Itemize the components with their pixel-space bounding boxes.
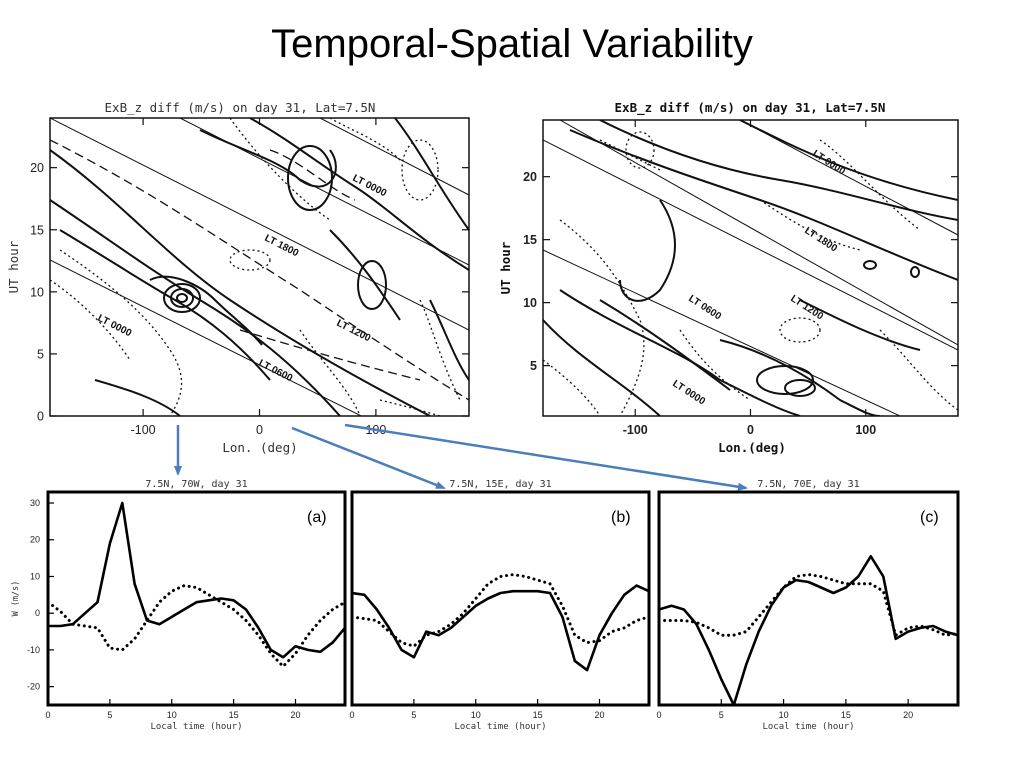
contour-plot-right: ExB_z diff (m/s) on day 31, Lat=7.5N xyxy=(498,100,959,455)
x-tick-label: 20 xyxy=(290,710,300,720)
x-tick-label: 10 xyxy=(779,710,789,720)
x-tick-label: 5 xyxy=(107,710,112,720)
y-tick-label: 5 xyxy=(530,359,537,373)
contour-xlabel-left: Lon. (deg) xyxy=(222,440,297,455)
plot-frame xyxy=(46,490,347,707)
line-chart-panel: 7.5N, 70W, day 31 (a) 0 5 10 15 20 -20 -10 0 10 20 3… xyxy=(11,479,347,732)
lt-label: LT 0000 xyxy=(810,148,847,177)
lt-line xyxy=(319,118,469,196)
x-tick-label: 100 xyxy=(855,423,876,437)
x-tick-label: 0 xyxy=(349,710,354,720)
series-line-dotted xyxy=(659,573,958,637)
x-axis-label: Local time (hour) xyxy=(762,722,854,732)
x-tick-label: 5 xyxy=(719,710,724,720)
slide-title: Temporal-Spatial Variability xyxy=(271,22,753,66)
lt-line xyxy=(543,139,958,351)
x-tick-label: 0 xyxy=(45,710,50,720)
y-axis-label: W (m/s) xyxy=(11,581,21,617)
x-tick-label: 15 xyxy=(229,710,239,720)
plot-frame xyxy=(350,490,651,707)
contour-ylabel-right: UT hour xyxy=(498,241,513,294)
lt-line xyxy=(50,259,363,416)
contour-title-left: ExB_z diff (m/s) on day 31, Lat=7.5N xyxy=(105,100,376,115)
x-tick-label: 15 xyxy=(841,710,851,720)
lt-label: LT 0000 xyxy=(670,378,707,407)
y-tick-label: 30 xyxy=(30,498,40,508)
y-tick-label: 10 xyxy=(30,571,40,581)
y-tick-label: 15 xyxy=(30,223,44,237)
x-tick-label: 10 xyxy=(167,710,177,720)
y-tick-label: 15 xyxy=(523,233,537,247)
lt-line xyxy=(543,249,901,416)
y-tick-label: 5 xyxy=(37,347,44,361)
panel-label: (b) xyxy=(611,509,631,526)
chart-title: 7.5N, 70E, day 31 xyxy=(757,479,859,490)
y-tick-label: 20 xyxy=(523,170,537,184)
lt-label: LT 0600 xyxy=(686,293,723,322)
panel-label: (c) xyxy=(920,509,939,526)
lt-label: LT 0000 xyxy=(96,313,134,340)
chart-title: 7.5N, 70W, day 31 xyxy=(145,479,247,490)
x-tick-label: -100 xyxy=(131,423,156,437)
y-tick-label: -10 xyxy=(27,645,40,655)
lt-line xyxy=(559,120,958,346)
x-tick-label: 15 xyxy=(533,710,543,720)
contour-title-right: ExB_z diff (m/s) on day 31, Lat=7.5N xyxy=(615,100,886,116)
x-tick-label: 20 xyxy=(594,710,604,720)
contour-axes-right: -100 0 100 5 10 15 20 xyxy=(523,120,958,437)
arrow-to-panel-c xyxy=(344,423,748,491)
lt-label: LT 1800 xyxy=(802,225,839,254)
series-line-solid xyxy=(48,501,345,659)
x-axis-label: Local time (hour) xyxy=(150,722,242,732)
lt-line xyxy=(50,118,469,331)
x-tick-label: 0 xyxy=(656,710,661,720)
x-axis-label: Local time (hour) xyxy=(454,722,546,732)
y-tick-label: 0 xyxy=(37,410,44,424)
lt-label: LT 1200 xyxy=(335,318,373,345)
contour-lines-right xyxy=(543,120,958,416)
y-tick-label: 10 xyxy=(523,296,537,310)
line-chart-panel: 7.5N, 70E, day 31 (c) 0 5 10 15 20 Local time (… xyxy=(656,479,960,732)
x-tick-label: 20 xyxy=(903,710,913,720)
x-tick-label: 0 xyxy=(747,423,754,437)
y-tick-label: 10 xyxy=(30,285,44,299)
x-tick-label: 10 xyxy=(471,710,481,720)
line-chart-panel: 7.5N, 15E, day 31 (b) 0 5 10 15 20 Local time (… xyxy=(349,479,651,732)
x-tick-label: -100 xyxy=(623,423,648,437)
contour-xlabel-right: Lon.(deg) xyxy=(718,440,786,455)
contour-ylabel-left: UT hour xyxy=(6,240,21,293)
y-tick-label: 20 xyxy=(30,535,40,545)
series-line-solid xyxy=(352,584,649,672)
x-tick-label: 0 xyxy=(256,423,263,437)
x-tick-label: 5 xyxy=(411,710,416,720)
contour-plot-left: ExB_z diff (m/s) on day 31, Lat=7.5N xyxy=(6,100,470,455)
chart-title: 7.5N, 15E, day 31 xyxy=(449,479,551,490)
y-tick-label: -20 xyxy=(27,682,40,692)
series-line-dotted xyxy=(48,584,345,668)
lt-line xyxy=(739,120,958,236)
panel-label: (a) xyxy=(307,509,327,526)
line-chart-panels: 7.5N, 70W, day 31 (a) 0 5 10 15 20 -20 -10 0 10 20 3… xyxy=(11,479,960,732)
contour-lines-left xyxy=(50,118,469,416)
y-tick-label: 0 xyxy=(35,608,40,618)
y-tick-label: 20 xyxy=(30,161,44,175)
series-line-dotted xyxy=(352,573,649,648)
series-line-solid xyxy=(659,554,958,705)
lt-label: LT 0000 xyxy=(351,173,389,200)
connector-arrows xyxy=(174,423,748,491)
plot-frame xyxy=(657,490,960,707)
arrow-to-panel-b xyxy=(291,426,446,490)
